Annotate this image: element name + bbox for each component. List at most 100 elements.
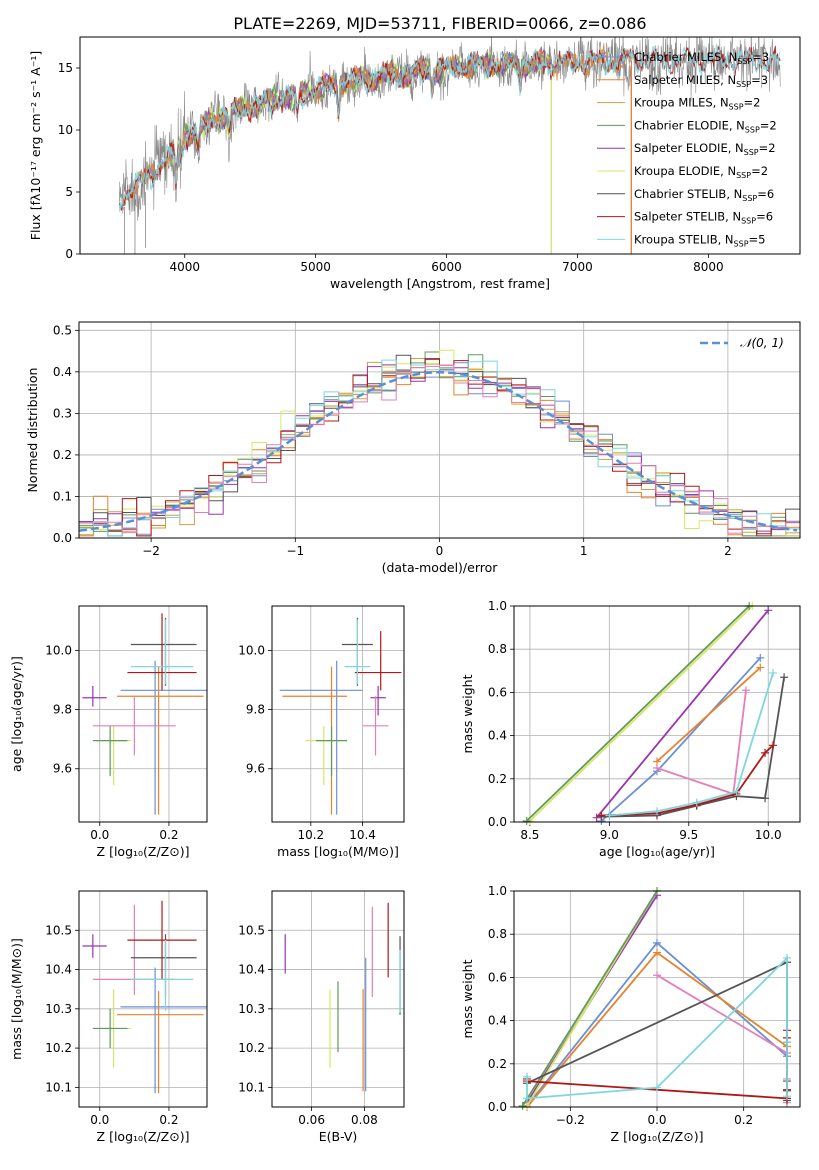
weight-point: [518, 1101, 527, 1110]
y-tick-label: 10.3: [238, 1002, 265, 1016]
y-axis-label: mass weight: [460, 959, 475, 1038]
x-axis-label: Z [log₁₀(Z/Z⊙)]: [97, 844, 190, 859]
x-tick-label: 0.06: [298, 1113, 325, 1127]
weight-point: [653, 764, 661, 772]
x-tick-label: 0.0: [90, 1113, 109, 1127]
x-tick-label: 4000: [169, 260, 200, 274]
y-tick-label: 0.1: [53, 489, 72, 503]
weight-point: [592, 813, 601, 822]
y-axis-label: Flux [fλ10⁻¹⁷ erg cm⁻² s⁻¹ A⁻¹]: [28, 51, 43, 240]
y-tick-label: 0.0: [53, 531, 72, 545]
y-axis-label: age [log₁₀(age/yr)]: [9, 656, 24, 772]
weight-point: [761, 748, 770, 757]
histogram-salpeter-stelib: [79, 358, 800, 537]
weight-point: [732, 787, 741, 796]
legend-entry: Kroupa STELIB, NSSP=5: [634, 232, 765, 248]
weight-point: [768, 668, 777, 677]
x-tick-label: 6000: [431, 260, 462, 274]
y-tick-label: 0.4: [488, 729, 507, 743]
x-tick-label: 0.2: [159, 1113, 178, 1127]
y-tick-label: 9.8: [53, 703, 72, 717]
weight-point: [764, 606, 773, 615]
x-tick-label: 9.0: [600, 828, 619, 842]
weight-point: [783, 1038, 791, 1047]
age-vs-mass-plot-area: [279, 617, 402, 815]
x-tick-label: 0: [436, 544, 444, 558]
x-tick-label: 10.0: [755, 828, 782, 842]
x-tick-label: 7000: [562, 260, 593, 274]
residuals-legend: 𝒩(0, 1): [700, 336, 784, 350]
y-tick-label: 0.0: [488, 1100, 507, 1114]
x-axis-label: E(B-V): [319, 1129, 358, 1144]
weight-point: [653, 948, 661, 957]
gaussian-curve: [79, 371, 798, 532]
weight-point: [523, 1072, 531, 1081]
weight-point: [653, 938, 661, 947]
x-tick-label: 10.2: [297, 828, 324, 842]
weight-point: [523, 1094, 531, 1103]
y-tick-label: 0.2: [488, 772, 507, 786]
legend-entry: 𝒩(0, 1): [740, 336, 784, 350]
residuals-plot-area: [79, 349, 800, 537]
y-tick-label: 9.6: [246, 762, 265, 776]
spectrum-plot-area: [118, 37, 781, 254]
weight-vs-age-panel: 8.5 9.0 9.5 10.0 0.0 0.2 0.4 0.6 0.8 1.0 age [log₁…: [460, 599, 801, 859]
y-axis-label: mass [log₁₀(M/M⊙)]: [9, 938, 24, 1060]
y-tick-label: 9.6: [53, 762, 72, 776]
y-axis-label: mass weight: [460, 674, 475, 753]
axes-frame: [78, 890, 208, 1108]
axes-frame: [271, 605, 405, 823]
y-tick-label: 10.4: [238, 963, 265, 977]
y-tick-label: 10.5: [45, 923, 72, 937]
x-tick-label: 8.5: [520, 828, 539, 842]
y-tick-label: 0.6: [488, 685, 507, 699]
x-tick-label: 0.2: [734, 1113, 753, 1127]
y-tick-label: 10.2: [45, 1041, 72, 1055]
x-tick-label: 0.2: [159, 828, 178, 842]
legend-entry: Salpeter ELODIE, NSSP=2: [634, 141, 776, 157]
weight-line-salpeter-elodie: [595, 609, 769, 819]
y-tick-label: 10.0: [45, 643, 72, 657]
mass-vs-z-panel: 0.0 0.2 10.1 10.2 10.3 10.4 10.5 Z [log₁₀(Z/Z⊙)…: [9, 890, 208, 1144]
y-tick-label: 10.1: [45, 1080, 72, 1094]
y-axis-label: Normed distribution: [25, 368, 40, 493]
legend-entry: Kroupa ELODIE, NSSP=2: [634, 164, 768, 180]
weight-point: [522, 816, 531, 825]
x-tick-label: 8000: [693, 260, 724, 274]
y-tick-label: 5: [65, 185, 73, 199]
legend-entry: Salpeter MILES, NSSP=3: [634, 73, 768, 89]
y-tick-label: 10.0: [238, 643, 265, 657]
y-tick-label: 0.4: [53, 365, 72, 379]
y-tick-label: 10: [58, 123, 73, 137]
x-axis-label: wavelength [Angstrom, rest frame]: [330, 276, 550, 291]
weight-point: [780, 673, 789, 682]
weight-point: [756, 653, 765, 662]
y-tick-label: 0.8: [488, 642, 507, 656]
y-tick-label: 10.1: [238, 1080, 265, 1094]
axes-frame: [271, 890, 405, 1108]
axes-frame: [513, 605, 801, 823]
y-tick-label: 0: [65, 247, 73, 261]
y-tick-label: 10.5: [238, 923, 265, 937]
residuals-panel: −2 −1 0 1 2 0.0 0.1 0.2 0.3 0.4 0.5 (data-model)/er…: [25, 321, 801, 575]
x-tick-label: 2: [724, 544, 732, 558]
weight-point: [783, 953, 791, 962]
y-tick-label: 10.4: [45, 963, 72, 977]
legend-entry: Chabrier ELODIE, NSSP=2: [634, 118, 777, 134]
weight-line-chabrier-elodie: [521, 890, 658, 1107]
weight-point: [756, 663, 765, 672]
y-tick-label: 1.0: [488, 599, 507, 613]
y-tick-label: 1.0: [488, 884, 507, 898]
axes-frame: [78, 321, 801, 539]
x-tick-label: −2: [142, 544, 160, 558]
spectrum-legend: Chabrier MILES, NSSP=3 Salpeter MILES, NS…: [597, 50, 777, 248]
x-axis-label: age [log₁₀(age/yr)]: [599, 844, 715, 859]
x-tick-label: −1: [286, 544, 304, 558]
weight-point: [653, 971, 661, 980]
weight-line-salpeter-stelib: [601, 744, 774, 817]
x-tick-label: 0.0: [90, 828, 109, 842]
age-vs-z-plot-area: [82, 613, 207, 815]
legend-entry: Chabrier STELIB, NSSP=6: [634, 187, 774, 203]
weight-line-chabrier-stelib: [601, 677, 785, 818]
y-tick-label: 0.8: [488, 927, 507, 941]
